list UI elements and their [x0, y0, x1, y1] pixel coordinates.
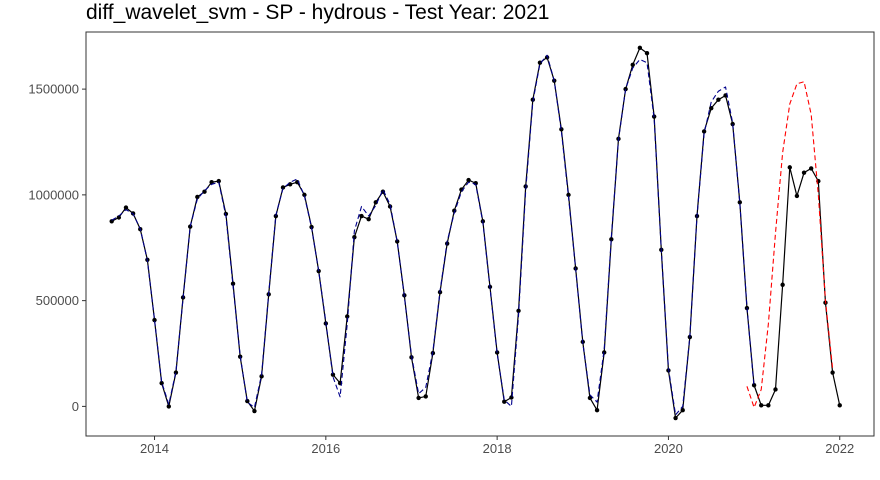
- data-point: [609, 237, 614, 242]
- data-point: [837, 403, 842, 408]
- data-point: [159, 380, 164, 386]
- data-point: [801, 170, 807, 175]
- data-point: [673, 415, 678, 421]
- data-point: [630, 62, 635, 67]
- data-point: [680, 407, 685, 413]
- data-point: [466, 177, 471, 183]
- data-point: [830, 370, 835, 375]
- data-point: [230, 281, 236, 286]
- data-point: [587, 395, 593, 401]
- data-point: [209, 179, 214, 185]
- data-point: [644, 50, 650, 56]
- data-point: [202, 189, 207, 194]
- data-point: [259, 374, 264, 379]
- x-tick-label: 2018: [483, 441, 512, 456]
- x-tick-label: 2020: [654, 441, 683, 456]
- data-point: [780, 282, 785, 287]
- y-axis: 0 500000 1000000 1500000: [28, 82, 86, 414]
- x-tick-label: 2016: [311, 441, 340, 456]
- data-point: [794, 193, 800, 199]
- plot-panel-border: [85, 31, 875, 437]
- data-point: [123, 205, 129, 210]
- data-point: [280, 185, 286, 190]
- data-point: [637, 45, 643, 51]
- chart-title: diff_wavelet_svm - SP - hydrous - Test Y…: [86, 1, 550, 24]
- data-point: [737, 200, 743, 205]
- data-point: [352, 234, 357, 240]
- data-point: [759, 403, 764, 408]
- data-point: [302, 192, 307, 198]
- data-point: [366, 216, 371, 222]
- data-point: [559, 127, 564, 132]
- data-point: [751, 383, 757, 388]
- x-tick-label: 2022: [825, 441, 854, 456]
- data-point: [730, 121, 735, 127]
- data-point: [701, 129, 707, 134]
- data-point: [808, 166, 814, 171]
- data-point: [359, 213, 364, 219]
- data-point: [509, 395, 514, 400]
- data-point: [502, 399, 507, 404]
- data-point: [345, 314, 350, 319]
- data-point: [716, 97, 721, 102]
- data-point: [594, 407, 600, 413]
- y-tick-label: 1500000: [28, 82, 79, 97]
- data-point: [245, 398, 250, 404]
- data-point: [373, 200, 378, 205]
- data-point: [195, 194, 200, 200]
- x-axis: 2014 2016 2018 2020 2022: [140, 436, 854, 456]
- data-point: [330, 372, 336, 377]
- x-tick-label: 2014: [140, 441, 169, 456]
- data-point: [152, 317, 157, 323]
- data-point: [287, 182, 293, 187]
- data-point: [516, 308, 521, 313]
- data-point: [166, 404, 171, 409]
- data-point: [423, 394, 428, 399]
- data-point: [216, 178, 221, 184]
- data-point: [787, 165, 792, 170]
- data-point: [537, 60, 543, 65]
- forecast-line-red: [746, 81, 834, 408]
- y-tick-label: 1000000: [28, 187, 79, 202]
- data-point: [766, 403, 771, 408]
- y-tick-label: 500000: [36, 293, 79, 308]
- data-point: [709, 105, 714, 111]
- data-point: [566, 192, 571, 198]
- data-point: [395, 239, 400, 244]
- data-point: [252, 408, 257, 414]
- actual-line: [111, 47, 841, 419]
- data-point: [773, 387, 778, 392]
- fitted-line-blue: [111, 54, 755, 416]
- data-point: [116, 215, 122, 220]
- data-point: [416, 395, 421, 401]
- y-tick-label: 0: [72, 399, 79, 414]
- series-layer: [109, 45, 842, 421]
- data-point: [173, 370, 179, 375]
